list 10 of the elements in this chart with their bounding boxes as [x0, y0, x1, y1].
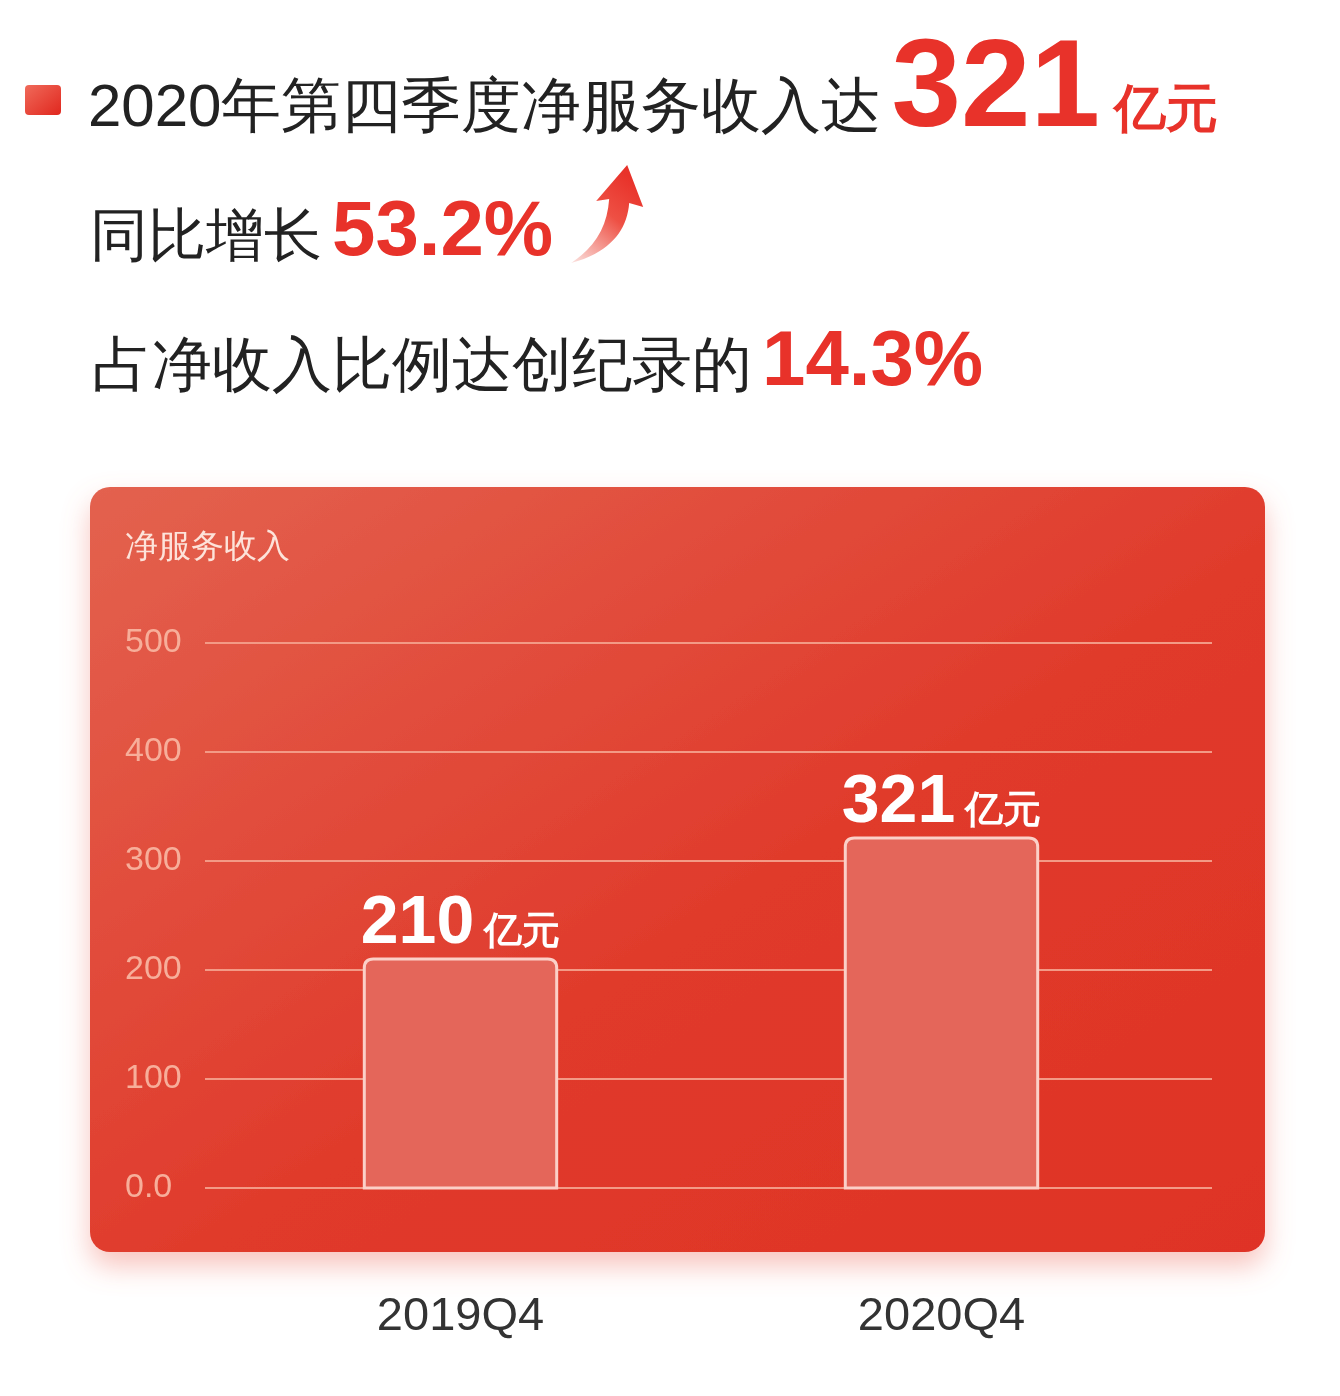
xtick: 2020Q4 — [857, 1287, 1026, 1340]
ytick: 0.0 — [125, 1166, 173, 1204]
ylabel: 净服务收入 — [125, 527, 290, 564]
ytick: 100 — [125, 1057, 182, 1095]
ytick: 200 — [125, 948, 182, 986]
subtitle: 同比增长53.2% — [90, 184, 554, 272]
ytick: 500 — [125, 621, 182, 659]
xtick: 2019Q4 — [376, 1287, 545, 1340]
ytick: 300 — [125, 839, 182, 877]
ytick: 400 — [125, 730, 182, 768]
